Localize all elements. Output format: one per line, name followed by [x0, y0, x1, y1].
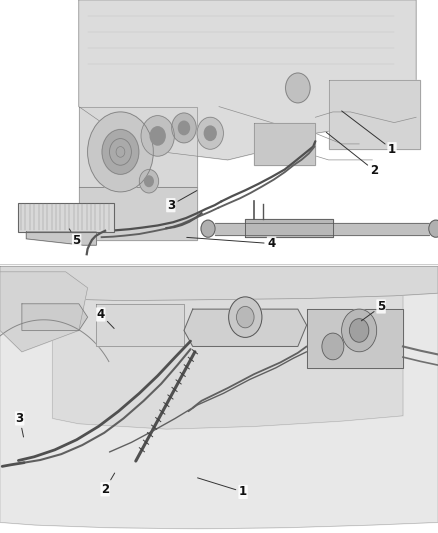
Circle shape [429, 220, 438, 237]
Circle shape [322, 333, 344, 360]
Text: 2: 2 [101, 473, 115, 496]
Polygon shape [96, 304, 184, 346]
Polygon shape [26, 232, 96, 245]
Circle shape [139, 169, 159, 193]
Polygon shape [0, 272, 88, 352]
Polygon shape [79, 0, 416, 160]
Polygon shape [53, 272, 403, 429]
Polygon shape [0, 269, 438, 529]
Text: 1: 1 [342, 111, 396, 156]
Circle shape [150, 127, 165, 145]
Circle shape [141, 116, 174, 156]
Polygon shape [184, 309, 307, 346]
Text: 5: 5 [361, 300, 385, 321]
Polygon shape [307, 309, 403, 368]
Text: 4: 4 [187, 237, 276, 250]
Circle shape [204, 126, 216, 141]
Circle shape [286, 73, 310, 103]
Circle shape [88, 112, 153, 192]
Circle shape [172, 113, 196, 143]
Circle shape [116, 147, 125, 157]
Polygon shape [79, 187, 197, 240]
Circle shape [197, 117, 223, 149]
Text: 3: 3 [16, 412, 24, 437]
Polygon shape [22, 304, 88, 330]
FancyBboxPatch shape [18, 203, 114, 232]
Circle shape [110, 139, 131, 165]
Polygon shape [245, 219, 333, 237]
Polygon shape [0, 266, 438, 301]
Circle shape [201, 220, 215, 237]
Polygon shape [328, 80, 420, 149]
Text: 5: 5 [69, 229, 81, 247]
Polygon shape [79, 107, 197, 187]
Polygon shape [254, 123, 315, 165]
Circle shape [229, 297, 262, 337]
Circle shape [237, 306, 254, 328]
Circle shape [102, 130, 139, 174]
Text: 2: 2 [326, 132, 378, 177]
Text: 3: 3 [167, 191, 197, 212]
Circle shape [178, 121, 190, 135]
Circle shape [145, 176, 153, 187]
Circle shape [342, 309, 377, 352]
Text: 1: 1 [198, 478, 247, 498]
Text: 4: 4 [97, 308, 114, 328]
Circle shape [350, 319, 369, 342]
